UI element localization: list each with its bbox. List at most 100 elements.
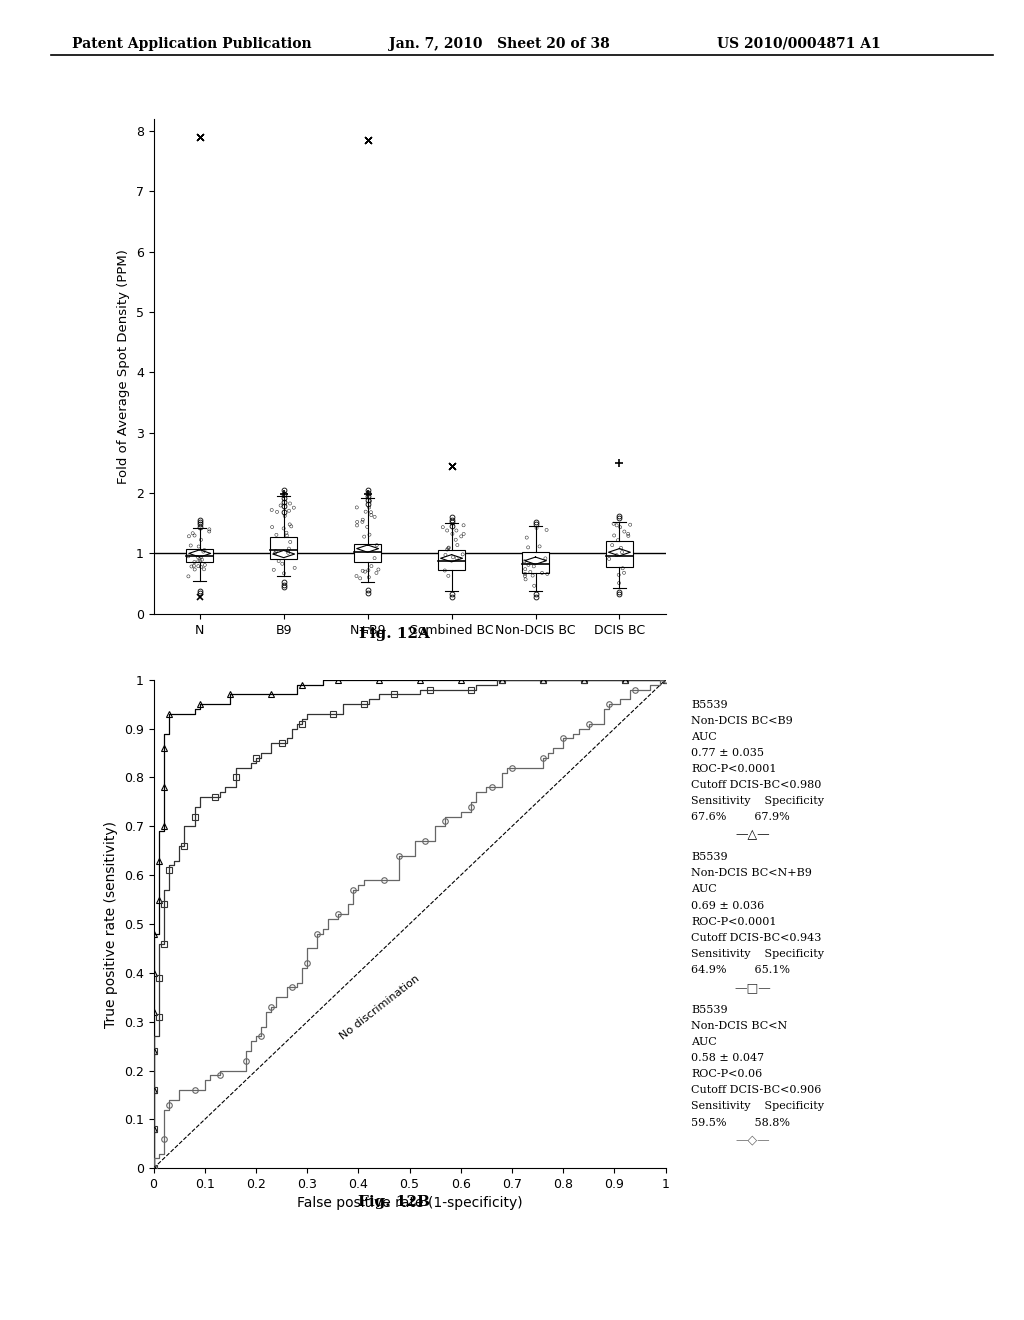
Point [609,529,626,550]
Point [369,535,385,556]
Point [267,541,284,562]
Text: ROC-P<0.0001: ROC-P<0.0001 [691,764,776,774]
Point [534,562,550,583]
Point [444,523,461,544]
Point [444,546,461,568]
Point [620,523,636,544]
Point [190,550,207,572]
Point [622,513,638,535]
Point [525,556,542,577]
Point [360,496,377,517]
Point [360,560,377,581]
Point [180,545,197,566]
Point [190,556,207,577]
Text: B5539: B5539 [691,1005,728,1015]
Point [282,513,298,535]
Point [522,561,539,582]
Point [189,546,206,568]
Point [539,519,555,540]
Text: 59.5%        58.8%: 59.5% 58.8% [691,1118,791,1127]
Text: Fig. 12B: Fig. 12B [358,1195,430,1209]
Point [538,548,554,569]
Text: No discrimination: No discrimination [338,973,421,1041]
Point [196,558,212,579]
Point [449,548,465,569]
Point [439,539,456,560]
X-axis label: False positive rate (1-specificity): False positive rate (1-specificity) [297,1196,522,1210]
Point [437,544,454,565]
Point [610,564,627,585]
Point [352,568,369,589]
Point [531,536,548,557]
Point [201,519,217,540]
Y-axis label: True positive rate (sensitivity): True positive rate (sensitivity) [104,821,119,1027]
Point [369,562,385,583]
Point [272,495,289,516]
Point [354,510,371,531]
Text: Non-DCIS BC<N: Non-DCIS BC<N [691,1020,787,1031]
Y-axis label: Fold of Average Spot Density (PPM): Fold of Average Spot Density (PPM) [118,249,130,483]
Point [265,560,282,581]
Text: B5539: B5539 [691,700,728,710]
Point [516,550,532,572]
Point [517,569,534,590]
Point [282,492,298,513]
Point [608,515,625,536]
Point [279,525,295,546]
Text: AUC: AUC [691,1038,717,1047]
Text: B5539: B5539 [691,853,728,862]
Point [356,527,373,548]
Point [517,558,534,579]
Point [359,516,376,537]
Text: Cutoff DCIS-BC<0.943: Cutoff DCIS-BC<0.943 [691,933,821,942]
Text: Sensitivity    Specificity: Sensitivity Specificity [691,949,824,958]
Bar [438,550,465,570]
Point [185,556,202,577]
Point [197,554,213,576]
Text: Fig. 12A: Fig. 12A [358,627,430,642]
Point [613,541,630,562]
Text: Cutoff DCIS-BC<0.906: Cutoff DCIS-BC<0.906 [691,1085,821,1096]
Point [517,564,534,585]
Point [604,535,621,556]
Text: ROC-P<0.06: ROC-P<0.06 [691,1069,763,1080]
Point [282,532,298,553]
Bar [606,541,633,566]
Point [520,554,537,576]
Point [348,496,365,517]
Text: —△—: —△— [735,829,770,841]
Text: 0.77 ± 0.035: 0.77 ± 0.035 [691,748,764,758]
Point [361,491,378,512]
Point [193,546,209,568]
Point [453,525,469,546]
Point [263,499,280,520]
Point [349,511,366,532]
Point [193,557,209,578]
Point [194,549,210,570]
Point [275,517,292,539]
Point [520,537,537,558]
Point [186,558,203,579]
Text: Non-DCIS BC<B9: Non-DCIS BC<B9 [691,715,793,726]
Point [268,524,285,545]
Point [517,565,534,586]
Text: Sensitivity    Specificity: Sensitivity Specificity [691,1101,824,1111]
Point [436,560,453,581]
Point [371,558,387,579]
Point [357,561,374,582]
Point [605,513,622,535]
Point [274,553,291,574]
Point [186,525,203,546]
Point [528,517,545,539]
Point [193,529,209,550]
Point [612,537,629,558]
Point [269,502,286,523]
Point [447,529,464,550]
Point [196,541,212,562]
Text: 64.9%        65.1%: 64.9% 65.1% [691,965,791,975]
Point [283,516,299,537]
Point [362,502,379,523]
Point [357,502,374,523]
Point [281,500,297,521]
Bar [186,549,213,562]
